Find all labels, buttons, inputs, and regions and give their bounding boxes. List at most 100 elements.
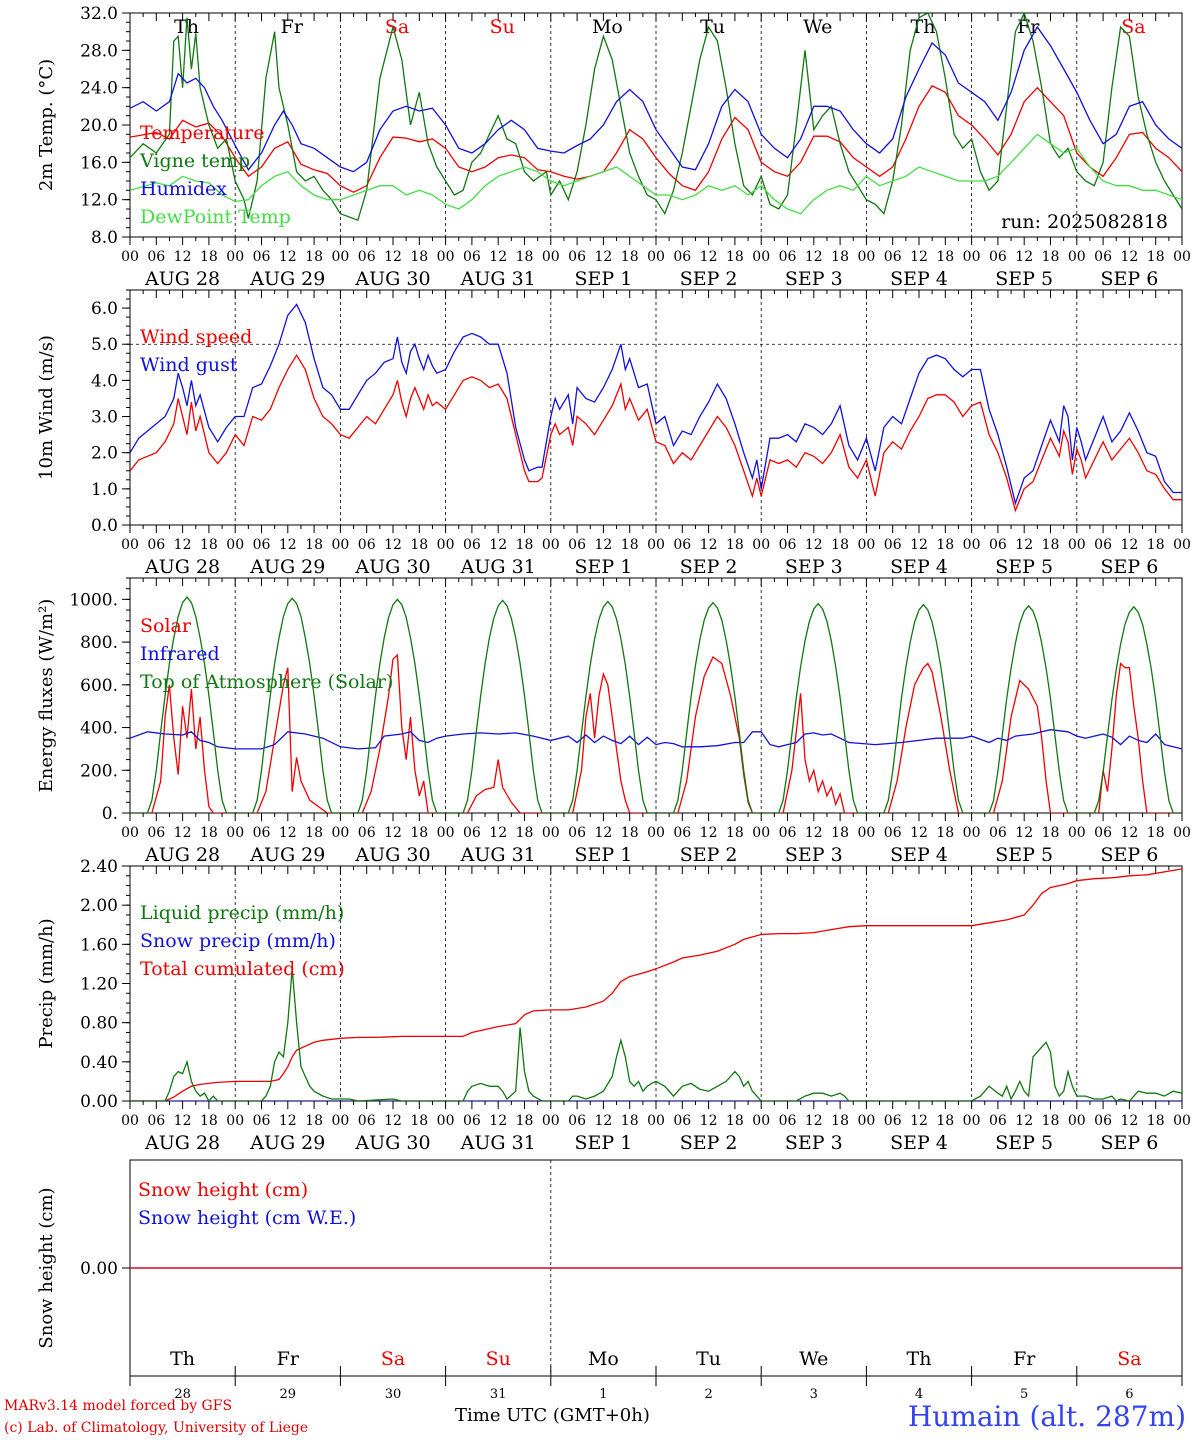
hour-tick-label: 18 xyxy=(1042,1113,1060,1129)
hour-tick-label: 06 xyxy=(779,1113,797,1129)
y-tick-label: 12.0 xyxy=(80,191,118,211)
hour-tick-label: 06 xyxy=(358,537,376,553)
y-tick-label: 20.0 xyxy=(80,116,118,136)
hour-tick-label: 12 xyxy=(805,537,823,553)
y-tick-label: 2.40 xyxy=(80,857,118,877)
hour-tick-label: 00 xyxy=(647,249,665,265)
hour-tick-label: 12 xyxy=(910,537,928,553)
hour-tick-label: 12 xyxy=(1015,1113,1033,1129)
hour-tick-label: 12 xyxy=(279,825,297,841)
hour-tick-label: 06 xyxy=(253,825,271,841)
y-tick-label: 200. xyxy=(80,761,118,781)
date-label: AUG 31 xyxy=(460,1132,536,1154)
hour-tick-label: 18 xyxy=(936,249,954,265)
hour-tick-label: 06 xyxy=(884,1113,902,1129)
hour-tick-label: 00 xyxy=(1173,537,1191,553)
legend-entry: Wind speed xyxy=(140,326,252,348)
hour-tick-label: 12 xyxy=(700,1113,718,1129)
hour-tick-label: 00 xyxy=(857,825,875,841)
model-credit: MARv3.14 model forced by GFS xyxy=(4,1398,233,1414)
hour-tick-label: 12 xyxy=(174,825,192,841)
day-number-label: 28 xyxy=(174,1387,191,1402)
y-tick-label: 5.0 xyxy=(91,335,118,355)
hour-tick-label: 06 xyxy=(253,249,271,265)
y-tick-label: 32.0 xyxy=(80,4,118,24)
legend-entry: Total cumulated (cm) xyxy=(140,958,345,980)
hour-tick-label: 00 xyxy=(437,537,455,553)
weekday-label: Th xyxy=(907,1348,932,1370)
hour-tick-label: 12 xyxy=(279,249,297,265)
hour-tick-label: 18 xyxy=(1147,825,1165,841)
hour-tick-label: 06 xyxy=(673,249,691,265)
hour-tick-label: 00 xyxy=(752,1113,770,1129)
series-line-infrared xyxy=(130,729,1182,750)
panel-0: 8.0 12.0 16.0 20.0 24.0 28.0 32.0 2m Temp. (°C)… xyxy=(36,4,1191,290)
weekday-label: Tu xyxy=(700,16,725,38)
day-number-label: 6 xyxy=(1125,1387,1133,1402)
hour-tick-label: 12 xyxy=(1015,537,1033,553)
weekday-label: Fr xyxy=(277,1348,300,1370)
weekday-label: Fr xyxy=(1013,1348,1036,1370)
hour-tick-label: 00 xyxy=(1068,1113,1086,1129)
hour-tick-label: 18 xyxy=(621,1113,639,1129)
hour-tick-label: 12 xyxy=(700,825,718,841)
date-label: AUG 30 xyxy=(354,1132,430,1154)
hour-tick-label: 18 xyxy=(726,825,744,841)
series-line-top-of-atmosphere-solar xyxy=(130,596,1182,813)
run-label: run: 2025082818 xyxy=(1001,211,1168,233)
panel-2: 0. 200. 400. 600. 800. 1000. Energy fluxes (W/… xyxy=(36,577,1191,866)
hour-tick-label: 06 xyxy=(358,825,376,841)
hour-tick-label: 12 xyxy=(594,825,612,841)
hour-tick-label: 18 xyxy=(726,537,744,553)
hour-tick-label: 18 xyxy=(305,1113,323,1129)
hour-tick-label: 18 xyxy=(831,1113,849,1129)
y-axis-label: 10m Wind (m/s) xyxy=(36,335,57,480)
hour-tick-label: 06 xyxy=(568,537,586,553)
date-label: SEP 2 xyxy=(680,556,738,578)
date-label: SEP 2 xyxy=(680,1132,738,1154)
date-label: AUG 31 xyxy=(460,556,536,578)
hour-tick-label: 12 xyxy=(1120,825,1138,841)
legend-entry: Infrared xyxy=(140,643,220,665)
hour-tick-label: 06 xyxy=(673,537,691,553)
hour-tick-label: 06 xyxy=(147,825,165,841)
hour-tick-label: 18 xyxy=(516,537,534,553)
hour-tick-label: 18 xyxy=(621,537,639,553)
hour-tick-label: 00 xyxy=(542,825,560,841)
y-tick-label: 400. xyxy=(80,719,118,739)
series-line-temperature xyxy=(130,84,1182,193)
station-name: Humain (alt. 287m) xyxy=(907,1400,1186,1433)
hour-tick-label: 00 xyxy=(1068,825,1086,841)
weekday-label: Sa xyxy=(385,16,409,38)
date-label: SEP 6 xyxy=(1100,1132,1158,1154)
day-number-label: 31 xyxy=(490,1387,507,1402)
hour-tick-label: 18 xyxy=(936,1113,954,1129)
hour-tick-label: 12 xyxy=(174,1113,192,1129)
series-line-humidex xyxy=(130,25,1182,173)
hour-tick-label: 06 xyxy=(568,825,586,841)
hour-tick-label: 18 xyxy=(831,825,849,841)
hour-tick-label: 18 xyxy=(936,825,954,841)
y-tick-label: 28.0 xyxy=(80,41,118,61)
hour-tick-label: 12 xyxy=(805,825,823,841)
hour-tick-label: 18 xyxy=(621,249,639,265)
date-label: AUG 29 xyxy=(249,556,325,578)
date-label: SEP 6 xyxy=(1100,844,1158,866)
hour-tick-label: 00 xyxy=(331,1113,349,1129)
hour-tick-label: 18 xyxy=(726,1113,744,1129)
hour-tick-label: 00 xyxy=(963,537,981,553)
weekday-label: Su xyxy=(490,16,515,38)
hour-tick-label: 18 xyxy=(1147,537,1165,553)
hour-tick-label: 06 xyxy=(1094,1113,1112,1129)
y-tick-label: 0.40 xyxy=(80,1053,118,1073)
date-label: AUG 28 xyxy=(144,1132,220,1154)
hour-tick-label: 06 xyxy=(358,249,376,265)
hour-tick-label: 00 xyxy=(542,1113,560,1129)
hour-tick-label: 00 xyxy=(331,249,349,265)
time-axis-caption: Time UTC (GMT+0h) xyxy=(455,1405,650,1426)
hour-tick-label: 00 xyxy=(121,537,139,553)
date-label: AUG 29 xyxy=(249,1132,325,1154)
hour-tick-label: 12 xyxy=(384,825,402,841)
hour-tick-label: 12 xyxy=(489,1113,507,1129)
